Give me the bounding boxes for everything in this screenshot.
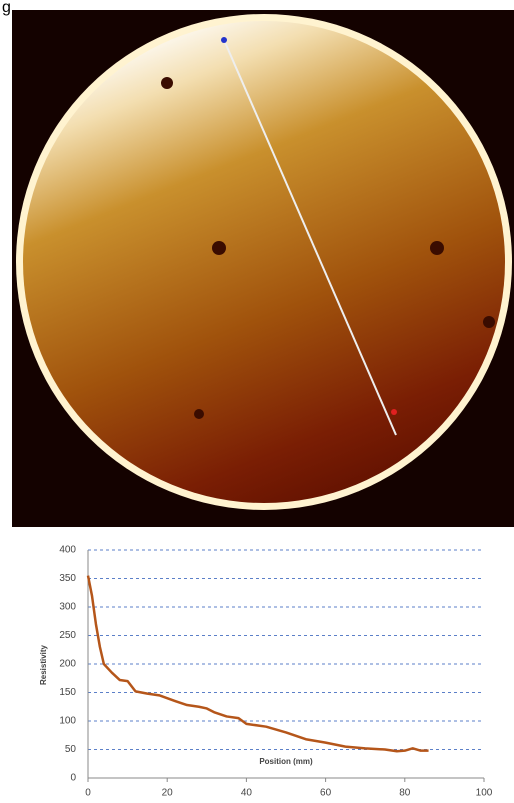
wafer: [23, 21, 505, 503]
y-tick-label: 400: [59, 545, 76, 556]
wafer-map: g: [2, 0, 514, 527]
y-tick-label: 150: [59, 687, 76, 698]
x-tick-label: 100: [476, 788, 493, 799]
y-tick-label: 100: [59, 716, 76, 727]
start-marker: [221, 37, 227, 43]
x-tick-label: 20: [162, 788, 174, 799]
y-tick-label: 300: [59, 602, 76, 613]
y-axis-label: Resistivity: [39, 644, 48, 685]
data-line: [86, 575, 429, 753]
y-tick-label: 250: [59, 630, 76, 641]
y-tick-label: 350: [59, 573, 76, 584]
figure-label: g: [2, 0, 11, 16]
chart: Resistivity Position (mm) 05010015020025…: [39, 545, 493, 799]
x-tick-label: 60: [320, 788, 332, 799]
defects: [161, 77, 495, 419]
y-tick-label: 200: [59, 659, 76, 670]
x-tick-label: 40: [241, 788, 253, 799]
end-marker: [391, 409, 397, 415]
x-tick-label: 80: [399, 788, 411, 799]
x-tick-label: 0: [85, 788, 91, 799]
y-tick-label: 0: [70, 773, 76, 784]
y-tick-label: 50: [65, 744, 77, 755]
x-axis-label: Position (mm): [259, 757, 313, 766]
scan-line: [223, 39, 397, 436]
